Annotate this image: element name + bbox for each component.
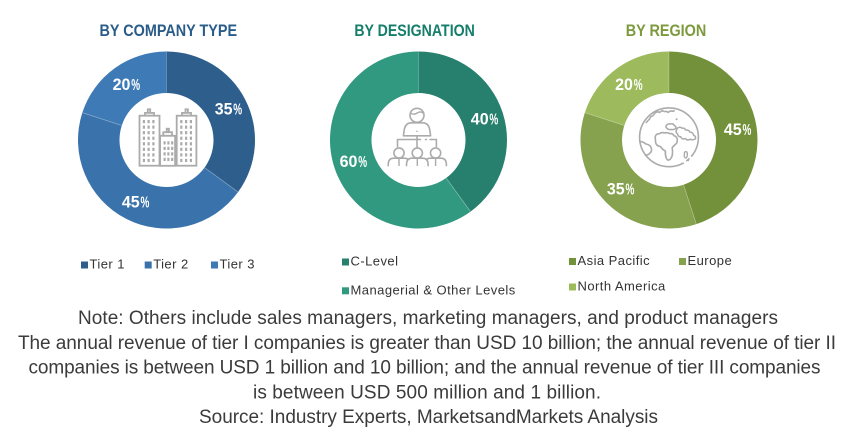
- svg-text:60: 60: [340, 153, 358, 171]
- svg-text:45: 45: [122, 193, 140, 211]
- svg-text:20: 20: [113, 76, 131, 94]
- svg-text:%: %: [634, 76, 643, 94]
- svg-text:Europe: Europe: [688, 253, 733, 268]
- svg-text:35: 35: [607, 181, 625, 199]
- svg-text:%: %: [233, 100, 242, 118]
- svg-text:%: %: [489, 110, 498, 128]
- svg-text:35: 35: [215, 101, 233, 119]
- svg-text:is between USD 500 million and: is between USD 500 million and 1 billion…: [253, 382, 601, 403]
- svg-text:Managerial & Other Levels: Managerial & Other Levels: [351, 282, 516, 297]
- svg-text:companies is between USD 1 bil: companies is between USD 1 billion and 1…: [29, 358, 821, 379]
- svg-text:Asia Pacific: Asia Pacific: [578, 253, 651, 268]
- svg-text:C-Level: C-Level: [351, 254, 399, 269]
- svg-text:Tier 2: Tier 2: [153, 257, 188, 272]
- svg-text:%: %: [743, 121, 752, 139]
- svg-text:%: %: [141, 193, 150, 211]
- svg-text:Note: Others include sales man: Note: Others include sales managers, mar…: [78, 308, 778, 329]
- svg-text:Source: Industry Experts, Mark: Source: Industry Experts, MarketsandMark…: [199, 407, 658, 428]
- svg-text:BY COMPANY TYPE: BY COMPANY TYPE: [100, 22, 238, 40]
- svg-text:%: %: [626, 180, 635, 198]
- svg-text:BY REGION: BY REGION: [626, 22, 707, 40]
- svg-text:%: %: [131, 76, 140, 94]
- svg-text:Tier 1: Tier 1: [90, 257, 125, 272]
- svg-text:The annual revenue of tier I c: The annual revenue of tier I companies i…: [18, 333, 836, 354]
- svg-text:Tier 3: Tier 3: [220, 257, 255, 272]
- svg-text:45: 45: [724, 121, 742, 139]
- svg-text:20: 20: [615, 76, 633, 94]
- svg-text:40: 40: [471, 111, 489, 129]
- svg-text:%: %: [358, 153, 367, 171]
- svg-text:BY DESIGNATION: BY DESIGNATION: [354, 22, 475, 40]
- svg-text:North America: North America: [578, 279, 667, 294]
